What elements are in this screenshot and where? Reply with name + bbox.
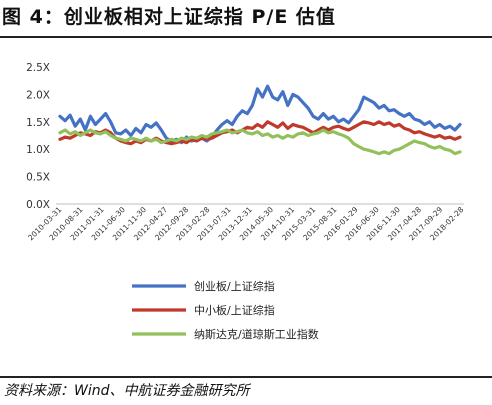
series-line-3 <box>58 128 462 156</box>
x-axis: 2010-03-312010-08-312011-01-312011-06-30… <box>26 203 466 242</box>
y-tick-label: 1.0X <box>26 144 50 156</box>
series-line-2 <box>58 120 462 146</box>
legend-label-3: 纳斯达克/道琼斯工业指数 <box>194 327 319 341</box>
source-rule <box>0 376 492 378</box>
y-tick-label: 0.0X <box>26 199 50 211</box>
y-axis: 0.0X 0.5X 1.0X 1.5X 2.0X 2.5X <box>26 62 50 211</box>
pe-chart: 0.0X 0.5X 1.0X 1.5X 2.0X 2.5X 2010-03-312010-… <box>26 62 466 341</box>
y-tick-label: 2.0X <box>26 89 50 101</box>
y-tick-label: 2.5X <box>26 62 50 74</box>
figure-title: 图 4：创业板相对上证综指 P/E 估值 <box>2 6 336 28</box>
y-tick-label: 0.5X <box>26 172 50 184</box>
legend-label-2: 中小板/上证综指 <box>194 303 275 317</box>
series-line-1 <box>58 84 462 145</box>
title-rule <box>0 36 492 38</box>
series-group <box>58 84 462 156</box>
legend-label-1: 创业板/上证综指 <box>194 279 275 293</box>
y-tick-label: 1.5X <box>26 117 50 129</box>
source-note: 资料来源：Wind、中航证券金融研究所 <box>4 383 250 399</box>
